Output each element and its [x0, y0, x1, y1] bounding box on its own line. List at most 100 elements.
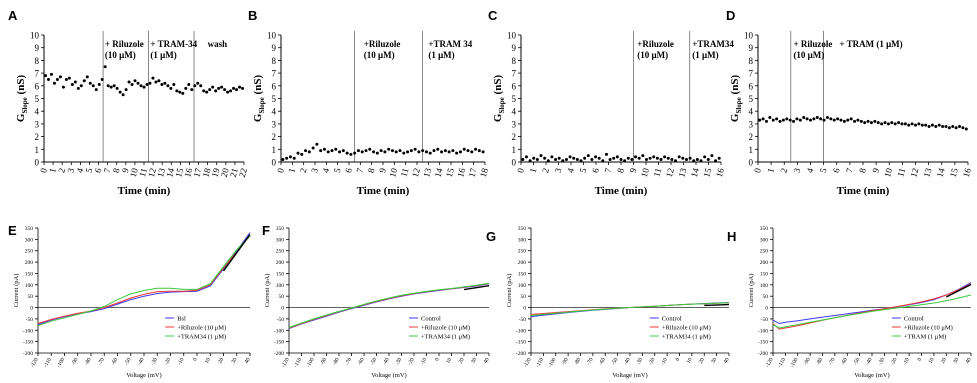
data-point [655, 156, 659, 160]
data-point [202, 89, 206, 93]
data-point [238, 85, 242, 89]
x-tick-label: 3 [553, 166, 564, 173]
data-point [866, 119, 870, 123]
treatment-annotation: (10 μM) [793, 50, 824, 60]
x-tick-label: 2 [56, 167, 67, 174]
y-tick-label: 250 [276, 249, 285, 255]
data-point [64, 77, 68, 81]
treatment-annotation: +Riluzole [637, 39, 674, 49]
y-tick-label: 200 [760, 260, 769, 266]
data-point [300, 152, 304, 156]
y-tick-label: 6 [512, 81, 517, 91]
y-axis-label: Current (pA) [264, 274, 271, 308]
data-point [55, 77, 59, 81]
y-tick-label: 50 [28, 294, 34, 300]
panel-e: E-200-150-100-50050100150200250300350-12… [8, 223, 252, 379]
data-point [372, 150, 376, 154]
data-point [768, 116, 772, 120]
data-point [353, 151, 357, 155]
data-point [825, 116, 829, 120]
y-tick-label: 9 [272, 43, 277, 53]
x-tick-label: 6 [343, 166, 354, 173]
y-tick-label: -50 [761, 317, 769, 323]
data-point [409, 149, 413, 153]
data-point [470, 150, 474, 154]
data-point [812, 117, 816, 121]
data-point [82, 79, 86, 83]
data-point [315, 142, 319, 146]
x-tick-label: -90 [803, 357, 812, 367]
x-axis-label: Voltage (mV) [854, 372, 889, 379]
x-tick-label: 11 [895, 167, 907, 178]
treatment-annotation: (10 μM) [364, 50, 395, 60]
data-point [169, 86, 173, 90]
panel-letter: C [488, 8, 498, 23]
x-tick-label: -100 [547, 357, 557, 369]
y-tick-label: 150 [760, 271, 769, 277]
x-axis-label: Time (min) [595, 185, 648, 197]
data-point [521, 157, 525, 161]
data-point [778, 119, 782, 123]
y-tick-label: 7 [749, 69, 754, 79]
data-point [557, 156, 561, 160]
series-line [288, 282, 490, 328]
fit-line [704, 303, 730, 307]
x-tick-label: -90 [561, 357, 570, 367]
x-tick-label: -50 [610, 357, 619, 367]
y-tick-label: 1 [749, 145, 754, 155]
x-axis-label: Voltage (mV) [612, 372, 647, 379]
data-point [714, 159, 718, 163]
data-point [944, 124, 948, 128]
x-tick-label: 7 [102, 166, 113, 173]
data-point [663, 155, 667, 159]
data-point [924, 123, 928, 127]
x-tick-label: 13 [922, 166, 934, 178]
y-tick-label: 4 [749, 107, 754, 117]
series-line [772, 294, 972, 329]
x-axis-label: Time (min) [118, 185, 171, 197]
y-tick-label: 0 [272, 158, 277, 168]
data-point [428, 151, 432, 155]
data-point [597, 156, 601, 160]
x-tick-label: 16 [455, 166, 467, 178]
x-tick-label: 17 [191, 166, 203, 178]
data-point [421, 149, 425, 153]
y-tick-label: 7 [512, 69, 517, 79]
x-tick-label: 30 [710, 357, 718, 365]
data-point [764, 119, 768, 123]
data-point [677, 155, 681, 159]
data-point [561, 159, 565, 163]
data-point [157, 79, 161, 83]
y-tick-label: 3 [272, 119, 277, 129]
data-point [666, 156, 670, 160]
x-tick-label: 0 [38, 166, 49, 173]
x-tick-label: 20 [698, 357, 706, 365]
series-line [530, 302, 730, 316]
x-tick-label: 11 [137, 167, 149, 178]
y-tick-label: 4 [35, 107, 40, 117]
data-point [954, 126, 958, 130]
data-point [402, 151, 406, 155]
y-tick-label: 5 [272, 94, 277, 104]
x-tick-label: 8 [366, 166, 377, 173]
x-tick-label: 14 [164, 166, 176, 178]
data-point [142, 85, 146, 89]
data-point [406, 150, 410, 154]
y-tick-label: 50 [279, 294, 285, 300]
series-line [530, 302, 730, 318]
data-point [338, 150, 342, 154]
treatment-annotation: wash [208, 39, 228, 49]
data-point [307, 150, 311, 154]
data-point [792, 119, 796, 123]
treatment-annotation: +Riluzole [364, 39, 401, 49]
x-tick-label: -80 [84, 357, 93, 367]
x-tick-label: 30 [231, 357, 239, 365]
panel-letter: A [8, 8, 18, 23]
y-tick-label: -100 [516, 328, 526, 334]
x-tick-label: 0 [434, 357, 441, 363]
series-line [772, 282, 972, 325]
y-tick-label: 9 [512, 43, 517, 53]
y-tick-label: -200 [23, 351, 33, 357]
x-tick-label: 10 [686, 357, 694, 365]
y-tick-label: 0 [281, 306, 284, 312]
